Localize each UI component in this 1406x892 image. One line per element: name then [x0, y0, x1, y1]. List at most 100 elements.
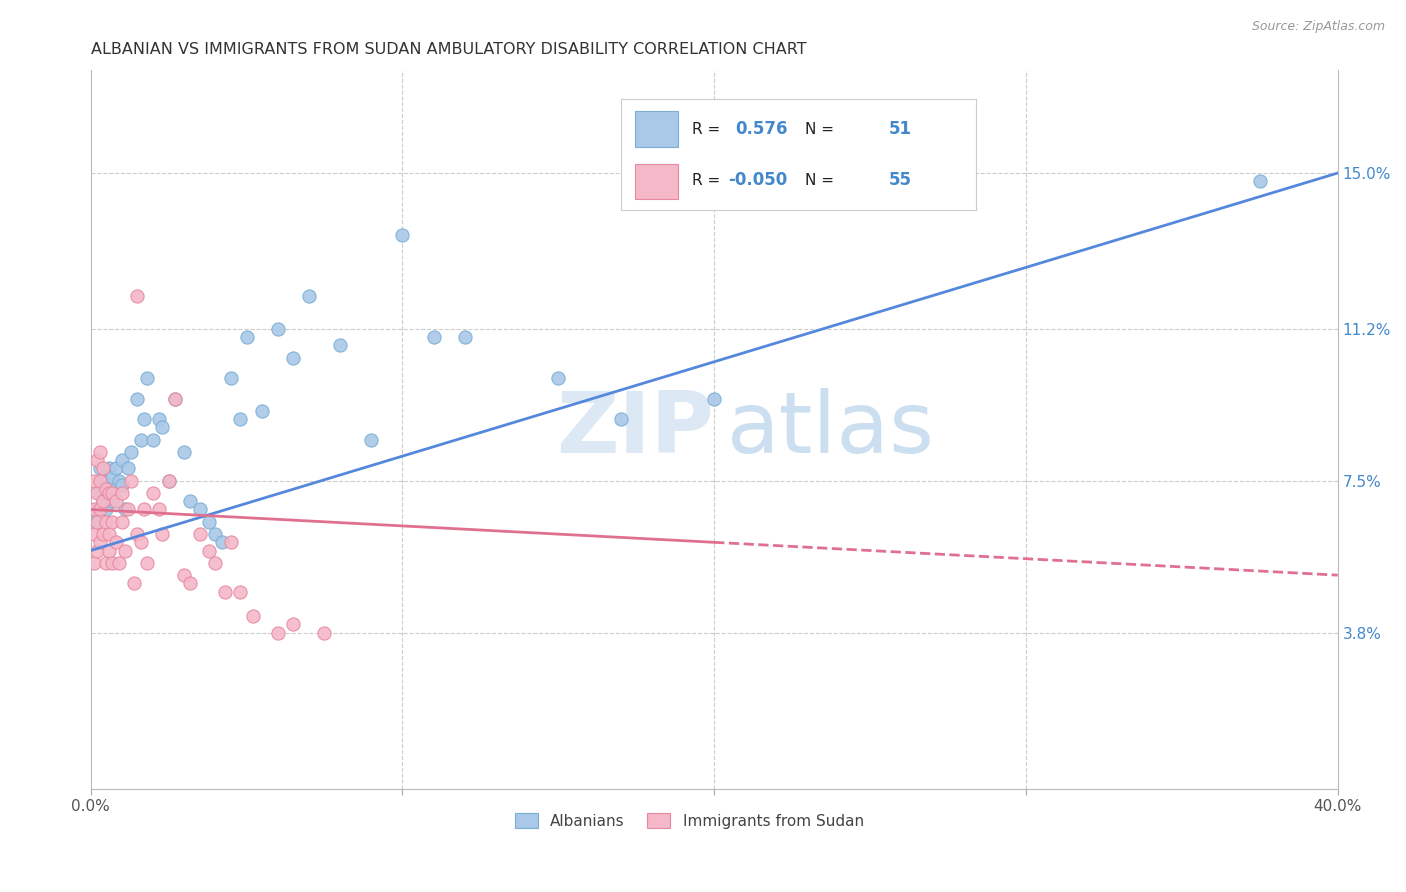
- Point: [148, 412, 170, 426]
- Point: [204, 556, 226, 570]
- Point: [114, 543, 136, 558]
- Point: [250, 404, 273, 418]
- Point: [163, 392, 186, 406]
- Point: [120, 474, 142, 488]
- Point: [91, 474, 114, 488]
- Point: [117, 461, 139, 475]
- Point: [211, 535, 233, 549]
- Point: [89, 445, 111, 459]
- Point: [83, 474, 105, 488]
- Point: [179, 494, 201, 508]
- Point: [111, 453, 134, 467]
- Point: [89, 474, 111, 488]
- Point: [111, 478, 134, 492]
- Point: [198, 543, 221, 558]
- Point: [91, 494, 114, 508]
- Point: [129, 535, 152, 549]
- Point: [135, 371, 157, 385]
- Point: [179, 576, 201, 591]
- Point: [96, 556, 118, 570]
- Point: [235, 330, 257, 344]
- Point: [86, 453, 108, 467]
- Point: [422, 330, 444, 344]
- Point: [101, 556, 124, 570]
- Point: [111, 515, 134, 529]
- Point: [117, 502, 139, 516]
- Point: [547, 371, 569, 385]
- Point: [86, 486, 108, 500]
- Point: [86, 502, 108, 516]
- Point: [101, 494, 124, 508]
- Point: [219, 371, 242, 385]
- Point: [1249, 174, 1271, 188]
- Legend: Albanians, Immigrants from Sudan: Albanians, Immigrants from Sudan: [509, 806, 870, 835]
- Point: [101, 486, 124, 500]
- Point: [120, 445, 142, 459]
- Point: [98, 478, 121, 492]
- Point: [96, 482, 118, 496]
- Point: [114, 502, 136, 516]
- Point: [267, 322, 290, 336]
- Point: [96, 502, 118, 516]
- Point: [96, 486, 118, 500]
- Point: [703, 392, 725, 406]
- Point: [98, 461, 121, 475]
- Point: [127, 527, 149, 541]
- Point: [104, 461, 127, 475]
- Point: [83, 502, 105, 516]
- Point: [360, 433, 382, 447]
- Point: [83, 515, 105, 529]
- Point: [96, 515, 118, 529]
- Point: [132, 412, 155, 426]
- Point: [132, 502, 155, 516]
- Point: [173, 568, 195, 582]
- Point: [454, 330, 477, 344]
- Point: [104, 494, 127, 508]
- Point: [142, 433, 165, 447]
- Point: [283, 617, 305, 632]
- Point: [83, 527, 105, 541]
- Point: [391, 227, 413, 242]
- Point: [83, 556, 105, 570]
- Point: [173, 445, 195, 459]
- Point: [91, 494, 114, 508]
- Point: [188, 502, 211, 516]
- Point: [86, 515, 108, 529]
- Text: ALBANIAN VS IMMIGRANTS FROM SUDAN AMBULATORY DISABILITY CORRELATION CHART: ALBANIAN VS IMMIGRANTS FROM SUDAN AMBULA…: [90, 42, 806, 57]
- Point: [91, 527, 114, 541]
- Point: [204, 527, 226, 541]
- Point: [86, 543, 108, 558]
- Point: [89, 461, 111, 475]
- Point: [609, 412, 631, 426]
- Point: [101, 469, 124, 483]
- Point: [98, 543, 121, 558]
- Point: [89, 535, 111, 549]
- Point: [150, 420, 173, 434]
- Point: [111, 486, 134, 500]
- Point: [283, 351, 305, 365]
- Point: [91, 461, 114, 475]
- Point: [298, 289, 321, 303]
- Text: atlas: atlas: [727, 388, 935, 471]
- Text: ZIP: ZIP: [557, 388, 714, 471]
- Point: [157, 474, 180, 488]
- Point: [142, 486, 165, 500]
- Point: [122, 576, 145, 591]
- Point: [107, 556, 129, 570]
- Point: [89, 486, 111, 500]
- Point: [157, 474, 180, 488]
- Point: [314, 625, 336, 640]
- Point: [219, 535, 242, 549]
- Point: [242, 609, 264, 624]
- Point: [148, 502, 170, 516]
- Point: [98, 527, 121, 541]
- Point: [188, 527, 211, 541]
- Point: [135, 556, 157, 570]
- Point: [104, 535, 127, 549]
- Point: [150, 527, 173, 541]
- Text: Source: ZipAtlas.com: Source: ZipAtlas.com: [1251, 20, 1385, 33]
- Point: [127, 289, 149, 303]
- Point: [163, 392, 186, 406]
- Point: [734, 174, 756, 188]
- Point: [329, 338, 352, 352]
